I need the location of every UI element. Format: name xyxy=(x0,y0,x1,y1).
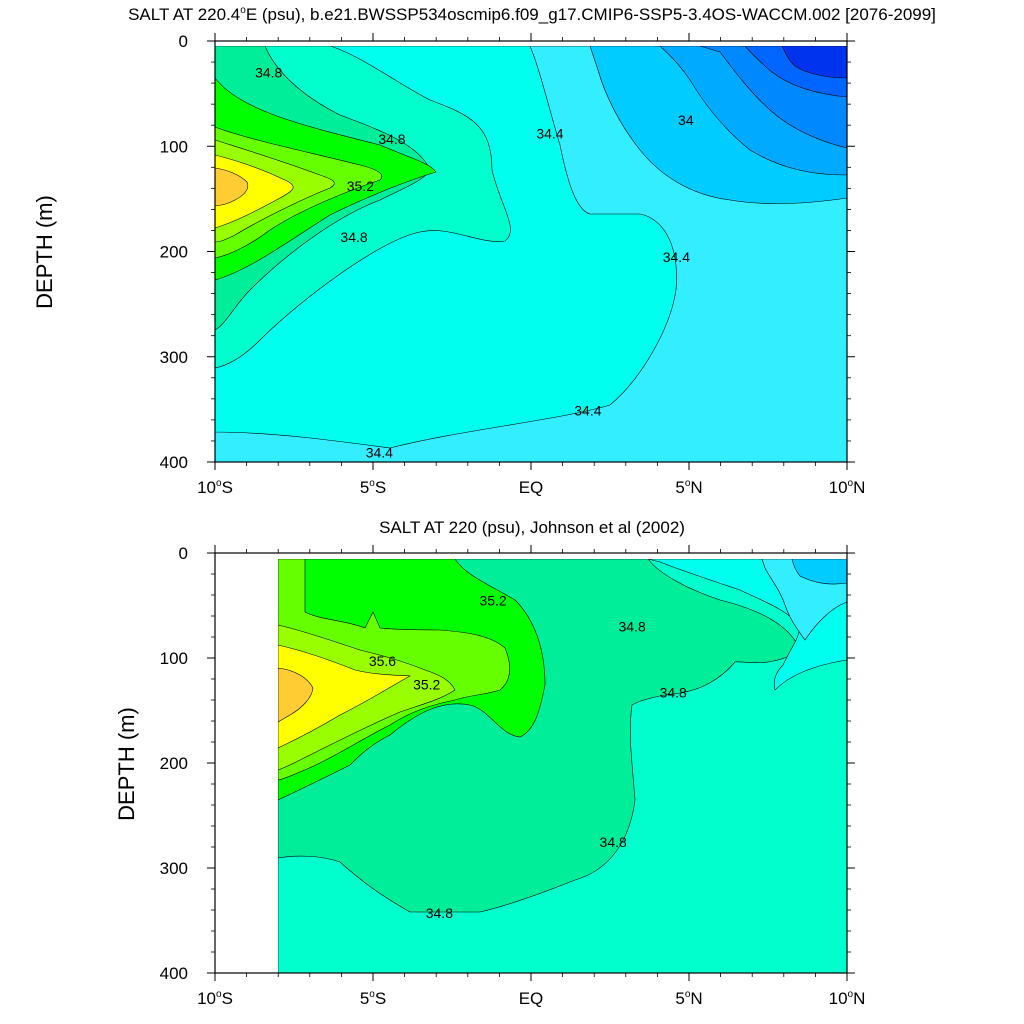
top-y-tick-label: 100 xyxy=(160,137,188,156)
bottom-contour-label: 34.8 xyxy=(660,685,687,701)
top-y-axis-label: DEPTH (m) xyxy=(32,195,57,309)
top-contour-label: 34.8 xyxy=(378,131,405,147)
top-contour-label: 35.2 xyxy=(347,178,374,194)
top-x-tick-label: 10oS xyxy=(197,478,233,497)
bottom-chart-title: SALT AT 220 (psu), Johnson et al (2002) xyxy=(379,518,685,537)
bottom-contour-label: 34.8 xyxy=(600,834,627,850)
bottom-x-tick-label: 5oN xyxy=(675,989,702,1008)
top-contour-labels: 34.8 34.8 35.2 34.8 34.4 34 34.4 34.4 34.4 xyxy=(255,65,694,461)
bottom-y-tick-label: 400 xyxy=(160,964,188,983)
bottom-y-tick-label: 300 xyxy=(160,859,188,878)
fill-34.0 xyxy=(791,558,848,585)
top-x-tick-label: 10oN xyxy=(829,478,866,497)
top-contour-label: 34 xyxy=(678,112,694,128)
top-chart-title: SALT AT 220.4oE (psu), b.e21.BWSSP534osc… xyxy=(128,5,936,24)
top-x-tick-label: EQ xyxy=(519,478,544,497)
bottom-y-tick-label: 0 xyxy=(179,544,188,563)
bottom-contour-label: 35.2 xyxy=(413,676,440,692)
top-contour-label: 34.4 xyxy=(574,402,601,418)
bottom-y-tick-label: 100 xyxy=(160,649,188,668)
bottom-contour-label: 35.2 xyxy=(479,592,506,608)
top-x-tick-label: 5oN xyxy=(675,478,702,497)
top-contour-label: 34.4 xyxy=(663,249,690,265)
top-y-tick-label: 200 xyxy=(160,243,188,262)
top-panel: SALT AT 220.4oE (psu), b.e21.BWSSP534osc… xyxy=(32,5,936,497)
bottom-axes: 10oS 5oS EQ 5oN 10oN 0 100 200 300 400 xyxy=(160,544,866,1008)
top-contour-fills xyxy=(214,45,848,463)
bottom-x-tick-label: 10oN xyxy=(829,989,866,1008)
top-contour-label: 34.4 xyxy=(536,126,563,142)
fill-35.8 xyxy=(277,667,314,723)
top-contour-label: 34.4 xyxy=(366,445,393,461)
bottom-surface-mask xyxy=(278,553,847,559)
fill-35.6 xyxy=(277,644,412,749)
top-axes: 10oS 5oS EQ 5oN 10oN 0 100 200 300 400 xyxy=(160,32,866,497)
top-y-tick-label: 400 xyxy=(160,453,188,472)
fill-33.2 xyxy=(781,45,848,79)
fill-35.8 xyxy=(214,167,249,207)
top-y-tick-label: 300 xyxy=(160,348,188,367)
bottom-x-tick-label: EQ xyxy=(519,989,544,1008)
top-x-tick-label: 5oS xyxy=(360,478,386,497)
top-contour-label: 34.8 xyxy=(340,229,367,245)
bottom-contour-label: 34.8 xyxy=(618,619,645,635)
bottom-x-tick-label: 10oS xyxy=(197,989,233,1008)
bottom-panel: SALT AT 220 (psu), Johnson et al (2002) … xyxy=(114,518,865,1008)
bottom-y-axis-label: DEPTH (m) xyxy=(114,707,139,821)
top-surface-mask xyxy=(215,41,847,46)
bottom-contour-labels: 35.2 35.6 35.2 34.8 34.8 34.8 34.8 xyxy=(369,592,687,921)
bottom-y-tick-label: 200 xyxy=(160,754,188,773)
bottom-x-tick-label: 5oS xyxy=(360,989,386,1008)
bottom-contour-fills xyxy=(277,558,848,974)
bottom-no-data-mask xyxy=(215,553,278,973)
top-contour-label: 34.8 xyxy=(255,65,282,81)
bottom-contour-label: 35.6 xyxy=(369,653,396,669)
bottom-contour-label: 34.8 xyxy=(426,905,453,921)
top-y-tick-label: 0 xyxy=(179,32,188,51)
